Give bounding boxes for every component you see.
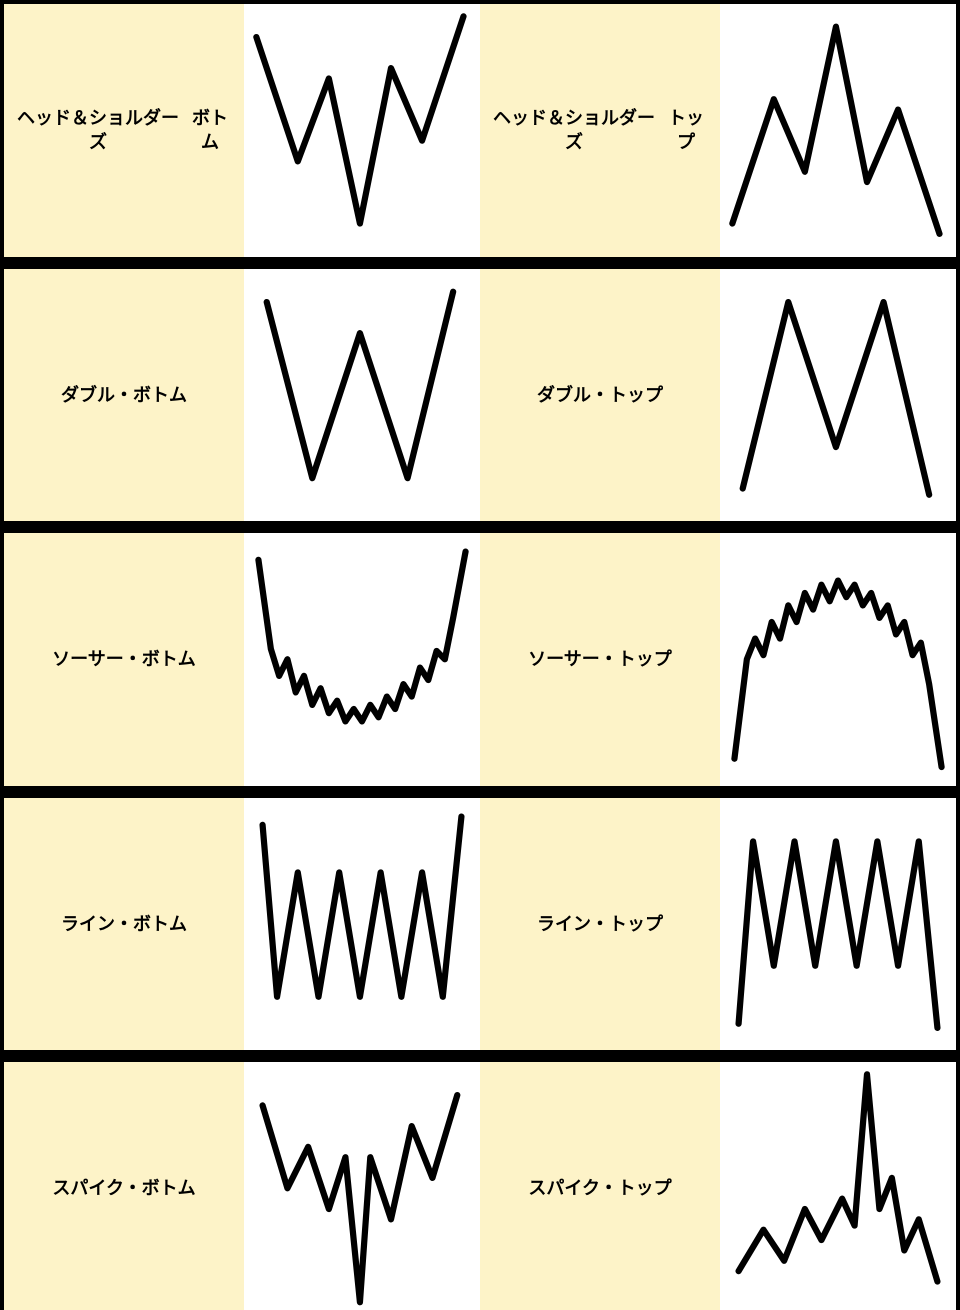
saucer-top-diagram (720, 533, 956, 786)
pattern-grid: ヘッド＆ショルダーズボトムヘッド＆ショルダーズトップダブル・ボトムダブル・トップ… (0, 0, 960, 655)
pattern-row: ライン・ボトムライン・トップ (4, 798, 956, 1051)
pattern-row: ダブル・ボトムダブル・トップ (4, 269, 956, 522)
pattern-row: ヘッド＆ショルダーズボトムヘッド＆ショルダーズトップ (4, 4, 956, 257)
spike-top-diagram (720, 1062, 956, 1310)
double-bottom-diagram (244, 269, 480, 522)
head-shoulders-bottom-label: ヘッド＆ショルダーズボトム (4, 4, 244, 257)
line-top-diagram (720, 798, 956, 1051)
saucer-bottom-diagram (244, 533, 480, 786)
pattern-row: スパイク・ボトムスパイク・トップ (4, 1062, 956, 1310)
saucer-top-label: ソーサー・トップ (480, 533, 720, 786)
line-bottom-diagram (244, 798, 480, 1051)
spike-bottom-diagram (244, 1062, 480, 1310)
double-top-label: ダブル・トップ (480, 269, 720, 522)
saucer-bottom-label: ソーサー・ボトム (4, 533, 244, 786)
head-shoulders-bottom-diagram (244, 4, 480, 257)
double-bottom-label: ダブル・ボトム (4, 269, 244, 522)
spike-bottom-label: スパイク・ボトム (4, 1062, 244, 1310)
double-top-diagram (720, 269, 956, 522)
spike-top-label: スパイク・トップ (480, 1062, 720, 1310)
head-shoulders-top-diagram (720, 4, 956, 257)
line-bottom-label: ライン・ボトム (4, 798, 244, 1051)
line-top-label: ライン・トップ (480, 798, 720, 1051)
head-shoulders-top-label: ヘッド＆ショルダーズトップ (480, 4, 720, 257)
pattern-row: ソーサー・ボトムソーサー・トップ (4, 533, 956, 786)
